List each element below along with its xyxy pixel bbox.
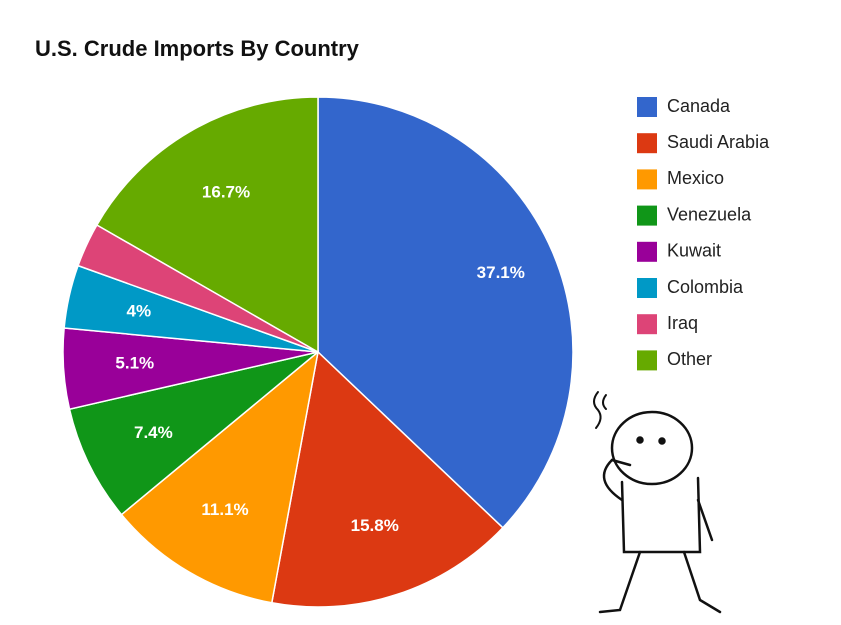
data-label: 5.1% — [115, 354, 154, 373]
legend-label: Saudi Arabia — [667, 132, 770, 152]
pie-slice — [95, 96, 319, 354]
legend-label: Colombia — [667, 277, 744, 297]
legend-swatch — [637, 241, 657, 262]
legend-swatch — [637, 97, 657, 117]
pie-slice — [317, 96, 574, 529]
chart-title: U.S. Crude Imports By Country — [35, 36, 360, 61]
data-label: 16.7% — [202, 183, 250, 202]
legend-label: Iraq — [667, 313, 698, 333]
data-label: 15.8% — [351, 516, 399, 535]
data-label: 7.4% — [134, 423, 173, 442]
legend-label: Other — [667, 349, 712, 369]
legend-swatch — [637, 169, 657, 190]
data-label: 4% — [127, 301, 152, 320]
legend-label: Canada — [667, 96, 731, 116]
stick-figure — [593, 391, 722, 614]
legend-label: Venezuela — [667, 204, 752, 224]
legend-label: Kuwait — [667, 241, 721, 261]
pie-slice — [68, 351, 319, 516]
legend-label: Mexico — [667, 168, 724, 188]
legend-swatch — [637, 205, 657, 226]
pie-slice — [270, 350, 504, 608]
legend-swatch — [637, 133, 657, 154]
legend-swatch — [637, 350, 657, 371]
data-label: 37.1% — [477, 263, 525, 282]
legend-swatch — [637, 314, 657, 335]
data-label: 11.1% — [201, 500, 248, 519]
legend-swatch — [637, 278, 657, 298]
pie-slice — [120, 350, 320, 604]
